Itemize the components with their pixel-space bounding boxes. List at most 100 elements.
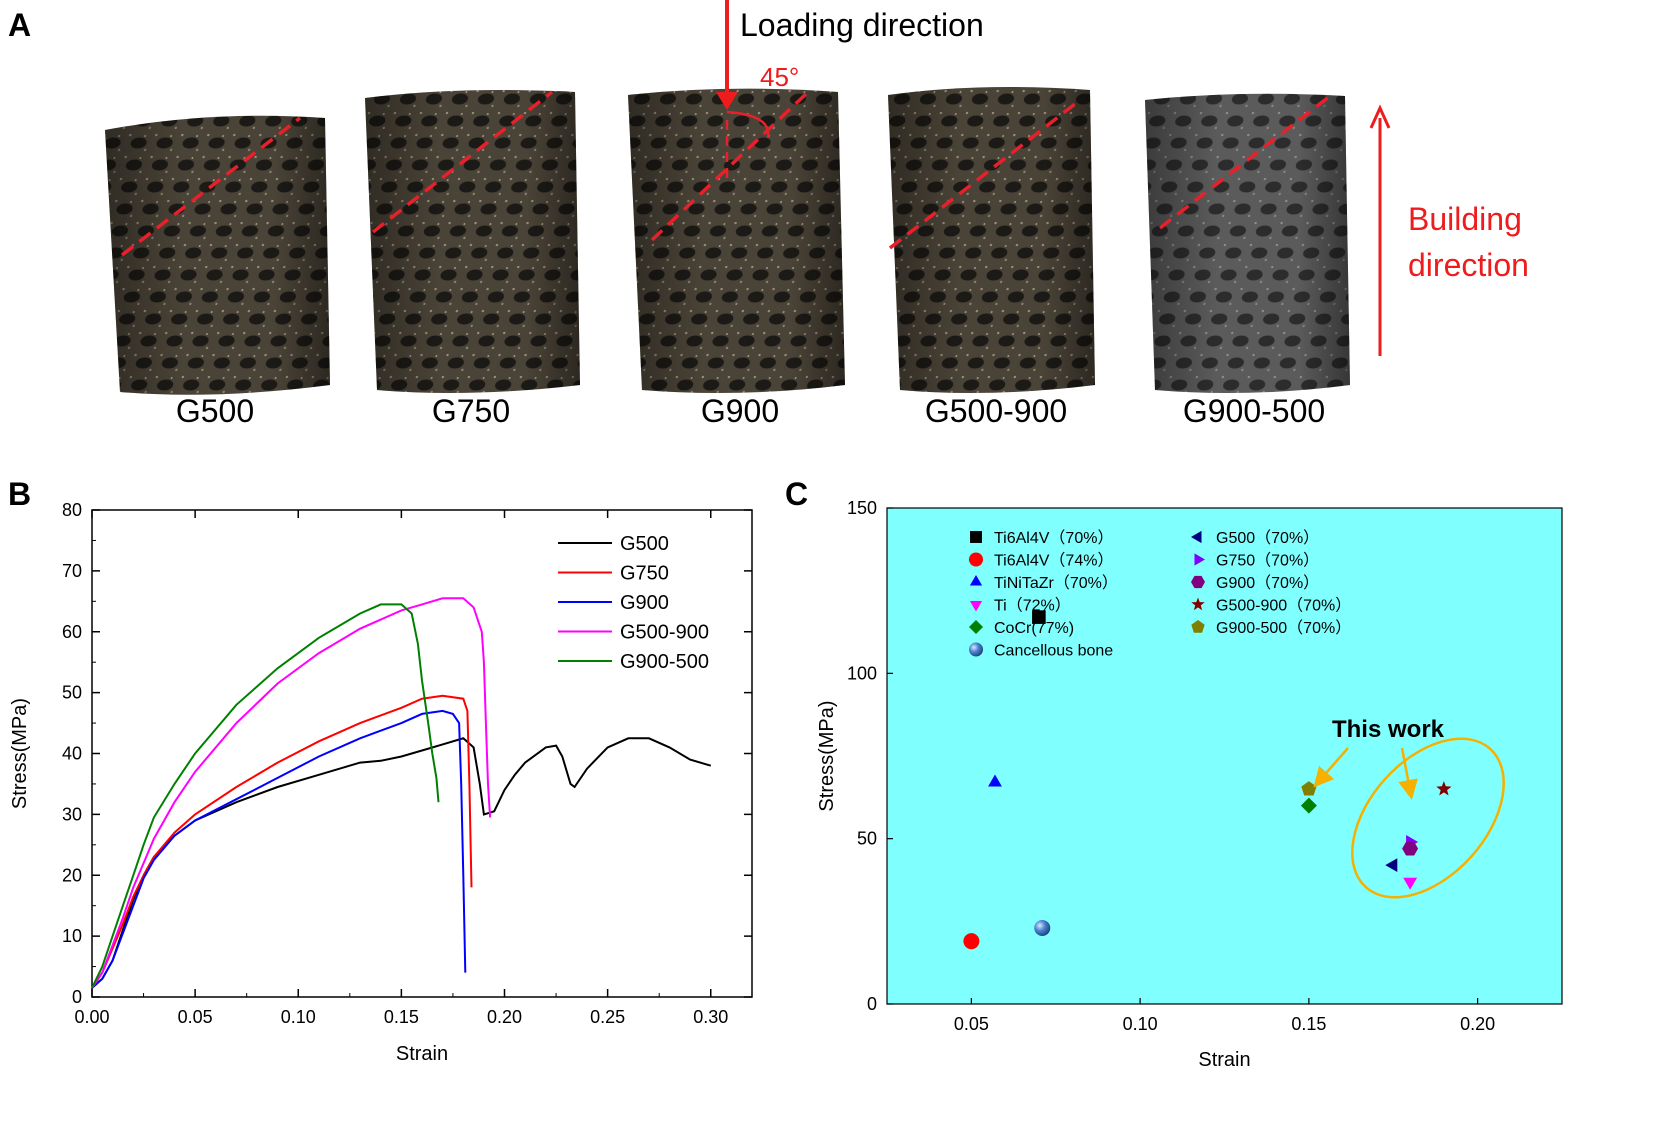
- sample-photo-g750: [365, 90, 580, 394]
- sample-label-g500-900: G500-900: [925, 393, 1067, 429]
- annotation-arrow: [1313, 747, 1349, 788]
- stress-strain-line-chart: 0.00 0.05 0.10 0.15 0.20 0.25 0.30 0 10 20 30 40 50 6…: [9, 500, 753, 1065]
- data-point-circle: [963, 933, 980, 950]
- data-point-square: [1032, 610, 1046, 624]
- panel-c-letter: C: [785, 476, 808, 512]
- sample-label-g750: G750: [432, 393, 510, 429]
- data-point-triangle-left: [1385, 858, 1398, 872]
- y-tick-label: 40: [62, 744, 82, 764]
- legend-label: TiNiTaZr（70%）: [994, 574, 1118, 592]
- legend-label: G750（70%）: [1216, 552, 1319, 570]
- data-point-triangle-up: [988, 774, 1002, 787]
- legend-label: G500: [620, 533, 669, 555]
- legend-marker: [1194, 553, 1205, 566]
- x-axis-label: Strain: [396, 1043, 448, 1065]
- plot-area: [886, 507, 1563, 1005]
- stress-strain-scatter-chart: 0.05 0.10 0.15 0.20 0 50 100 150 Strain Stress(MP…: [816, 498, 1563, 1071]
- y-tick-label: 0: [867, 994, 877, 1014]
- legend-marker: [1191, 597, 1205, 611]
- data-point-sphere: [1034, 919, 1051, 936]
- sample-label-g900-500: G900-500: [1183, 393, 1325, 429]
- series-line-g900-500: [91, 603, 440, 989]
- y-tick-label: 150: [847, 498, 877, 518]
- y-tick-label: 50: [857, 829, 877, 849]
- y-axis-label: Stress(MPa): [816, 700, 838, 811]
- legend-label: Cancellous bone: [994, 643, 1113, 660]
- sample-label-g900: G900: [701, 393, 779, 429]
- legend-label: G900（70%）: [1216, 574, 1319, 592]
- this-work-label: This work: [1332, 716, 1445, 743]
- legend-label: G500（70%）: [1216, 529, 1319, 547]
- y-tick-label: 10: [62, 926, 82, 946]
- y-tick-label: 0: [72, 987, 82, 1007]
- legend-label: Ti6Al4V（74%）: [994, 552, 1113, 570]
- x-tick-label: 0.15: [384, 1007, 419, 1027]
- legend-label: CoCr(77%): [994, 620, 1074, 637]
- legend-marker: [1191, 620, 1205, 633]
- sample-photo-g500: [105, 115, 330, 395]
- x-tick-label: 0.10: [281, 1007, 316, 1027]
- legend-marker: [969, 601, 983, 612]
- legend-label: G900-500: [620, 651, 709, 673]
- legend-label: G750: [620, 563, 669, 585]
- legend-label: Ti6Al4V（70%）: [994, 529, 1113, 547]
- panel-c: C 0.05 0.10 0.15 0.20 0 50 100 150 Strain Stress(…: [785, 476, 1563, 1071]
- x-tick-label: 0.15: [1291, 1014, 1326, 1034]
- dashed-shear-line: [120, 116, 302, 257]
- legend-label: G900-500（70%）: [1216, 619, 1351, 637]
- panel-b-letter: B: [8, 476, 31, 512]
- x-axis-label: Strain: [1198, 1049, 1250, 1071]
- sample-label-g500: G500: [176, 393, 254, 429]
- annotation-arrow: [1398, 747, 1418, 800]
- legend-marker: [969, 620, 983, 634]
- data-point-diamond: [1300, 797, 1317, 814]
- data-point-hexagon: [1402, 841, 1419, 856]
- building-direction-label-1: Building: [1408, 201, 1522, 237]
- y-tick-label: 20: [62, 865, 82, 885]
- building-arrowhead: [1369, 104, 1391, 129]
- x-tick-label: 0.30: [693, 1007, 728, 1027]
- data-point-star: [1436, 781, 1452, 796]
- legend-marker: [969, 575, 983, 586]
- panel-b: B 0.00 0.05 0.10 0.15 0.20 0.25 0.30 0 10 20 30 40 5…: [8, 476, 753, 1065]
- series-line-g900: [91, 709, 467, 989]
- x-tick-label: 0.05: [178, 1007, 213, 1027]
- x-tick-label: 0.25: [590, 1007, 625, 1027]
- x-tick-label: 0.00: [74, 1007, 109, 1027]
- sample-photo-g900: [628, 88, 845, 394]
- this-work-ellipse: [1351, 737, 1505, 899]
- loading-arrowhead: [716, 92, 738, 110]
- legend-marker: [969, 552, 983, 567]
- y-axis-label: Stress(MPa): [9, 698, 31, 809]
- panel-a-letter: A: [8, 7, 31, 43]
- legend-label: G900: [620, 592, 669, 614]
- x-tick-label: 0.20: [1460, 1014, 1495, 1034]
- legend-marker: [970, 531, 982, 543]
- panel-a: A Loa: [8, 0, 1529, 429]
- legend-label: G500-900: [620, 622, 709, 644]
- angle-arc: [726, 110, 770, 139]
- series-line-g750: [91, 694, 473, 989]
- angle-label: 45°: [760, 62, 799, 92]
- y-tick-label: 60: [62, 622, 82, 642]
- loading-direction-label: Loading direction: [740, 7, 984, 43]
- legend-label: G500-900（70%）: [1216, 597, 1351, 615]
- sample-photo-g900-500: [1145, 93, 1350, 394]
- data-point-triangle-down: [1403, 877, 1418, 890]
- y-tick-label: 80: [62, 500, 82, 520]
- legend-marker: [1191, 575, 1205, 589]
- legend-marker: [1191, 530, 1202, 544]
- dashed-shear-line: [371, 90, 554, 234]
- sample-photo-g500-900: [888, 86, 1095, 394]
- x-tick-label: 0.10: [1123, 1014, 1158, 1034]
- series-line-g500: [91, 737, 712, 989]
- dashed-shear-line: [650, 90, 810, 242]
- y-tick-label: 30: [62, 804, 82, 824]
- dashed-shear-line: [1158, 94, 1332, 230]
- dashed-shear-line: [888, 98, 1082, 250]
- legend-marker: [969, 642, 983, 657]
- y-tick-label: 50: [62, 683, 82, 703]
- y-tick-label: 100: [847, 663, 877, 683]
- y-tick-label: 70: [62, 561, 82, 581]
